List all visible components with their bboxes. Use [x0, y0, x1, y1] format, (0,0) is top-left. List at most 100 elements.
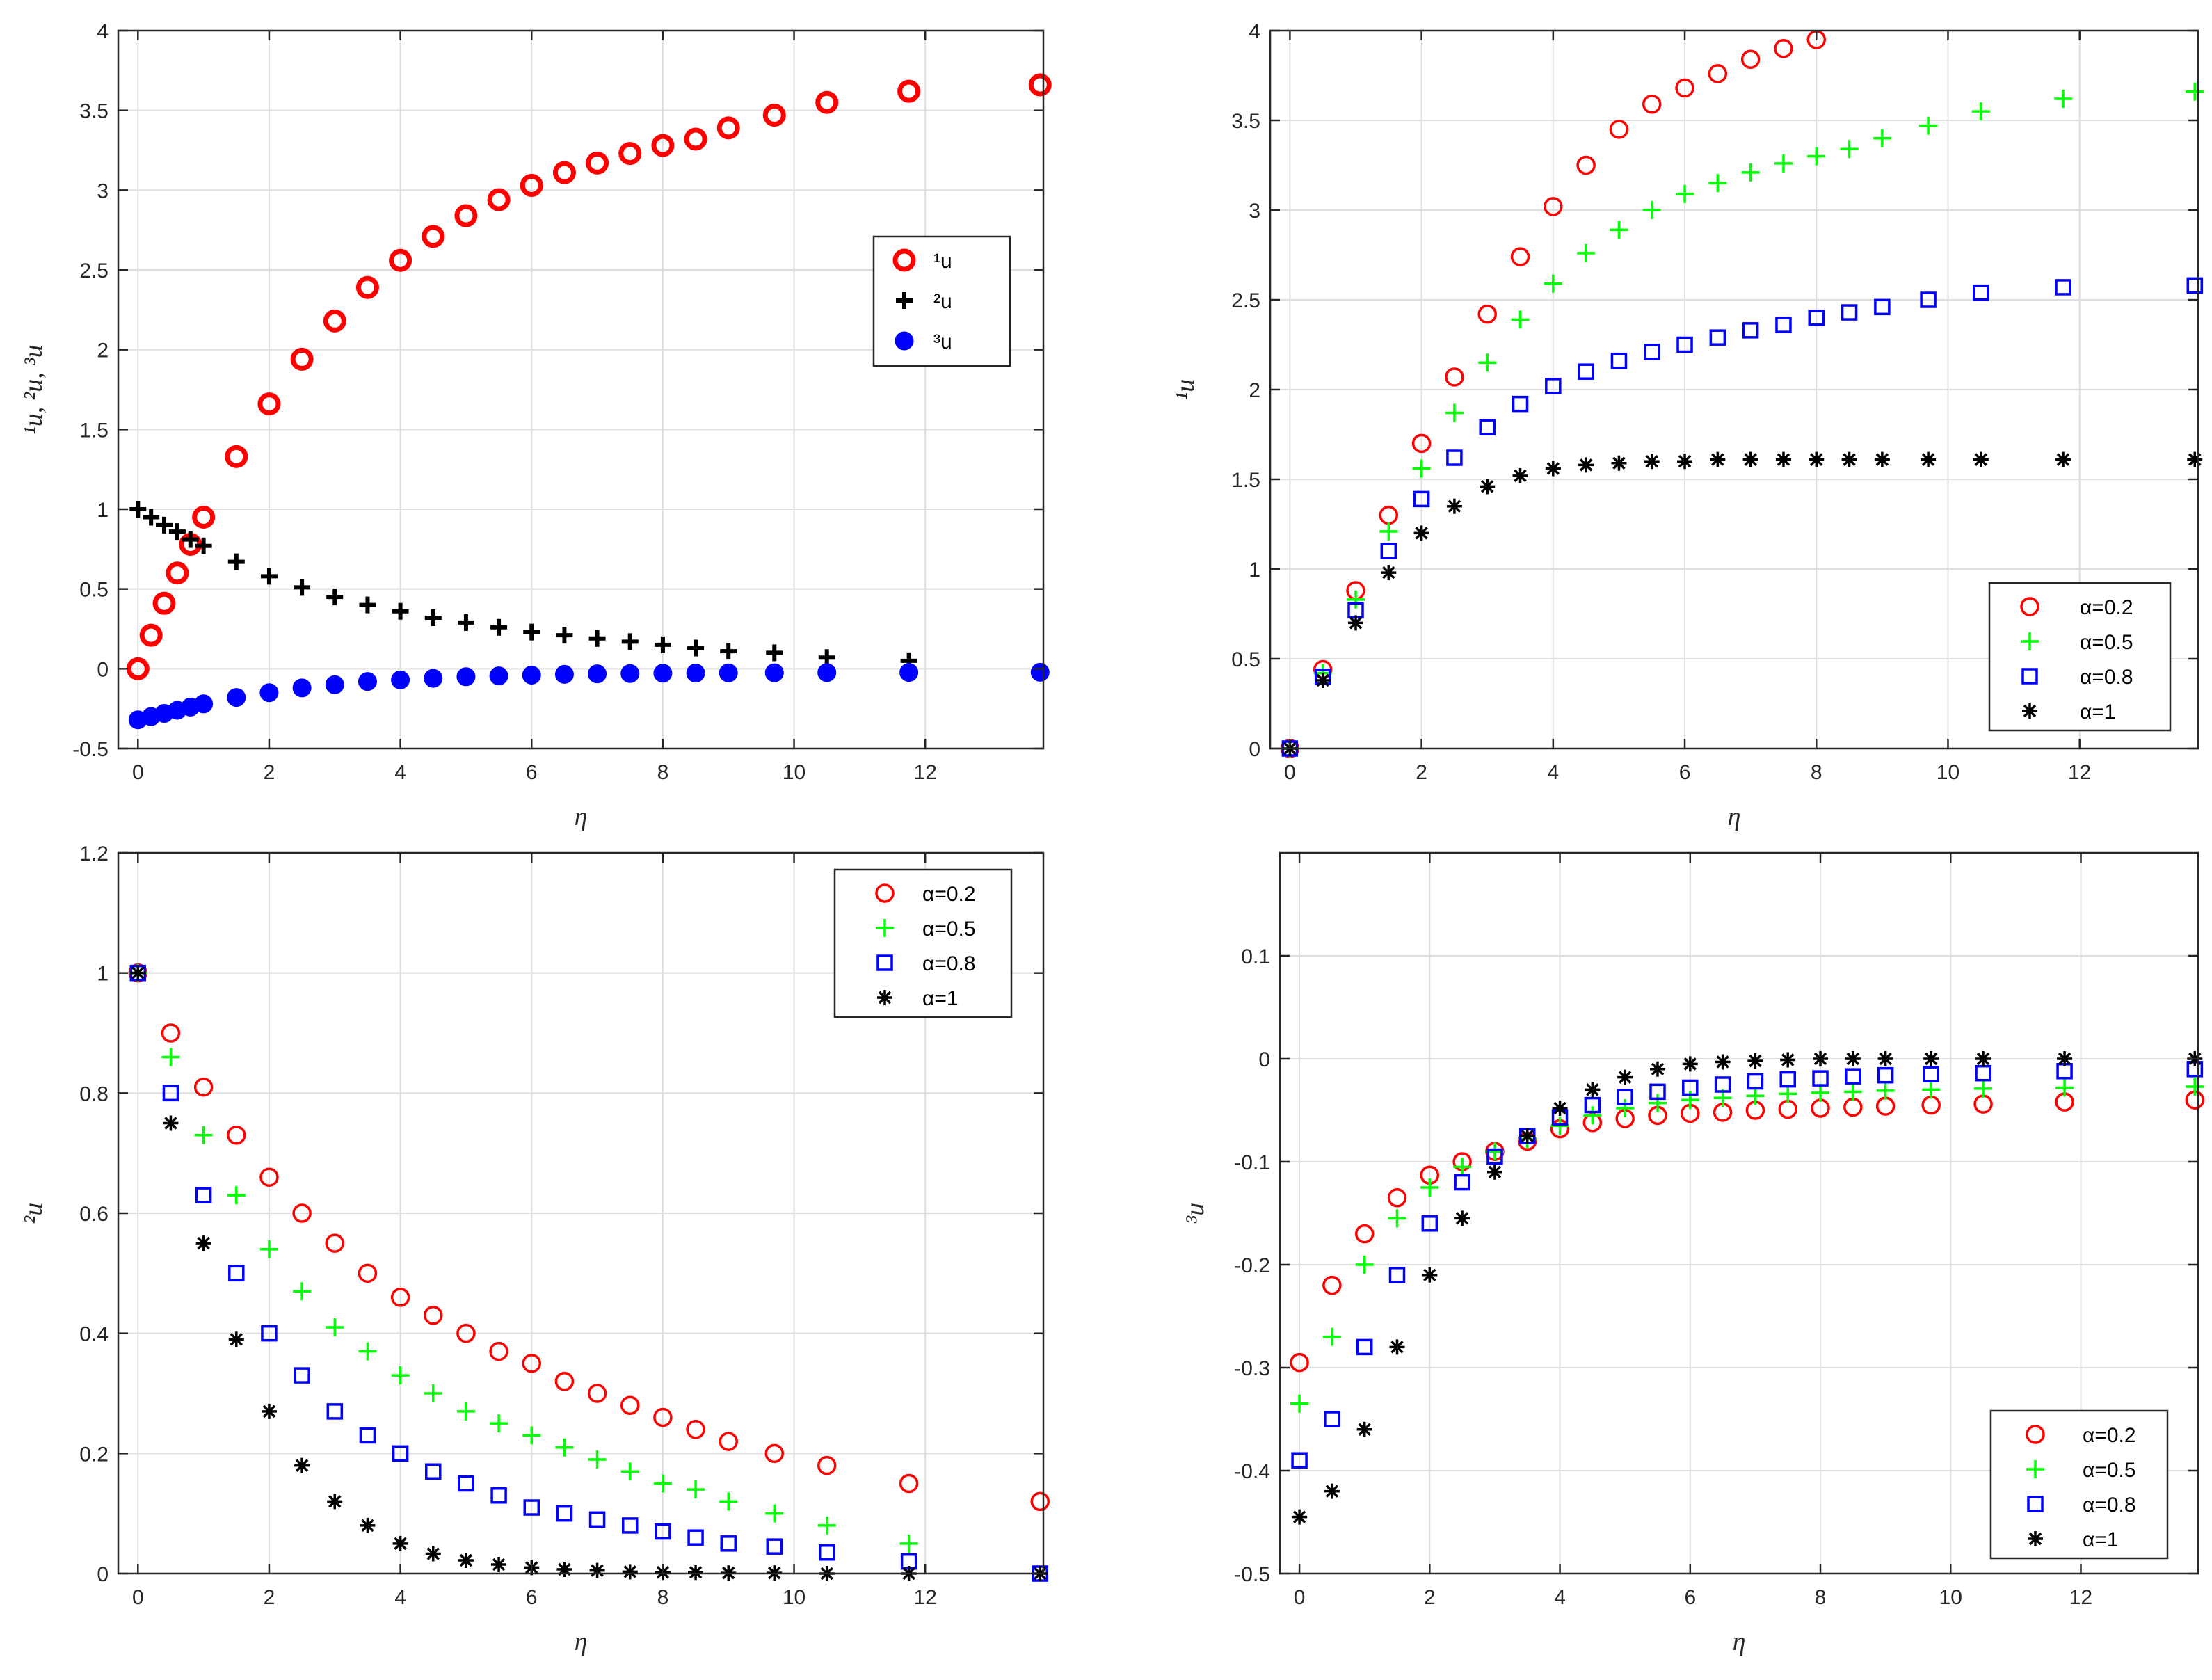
panel-c-series-2-point: [294, 1367, 310, 1384]
panel-d-series-1-point: [1746, 1087, 1765, 1105]
panel-b-series-3-point: [1611, 455, 1627, 471]
panel-b-series-1-point: [1346, 590, 1365, 609]
panel-a-series-1-point: [556, 627, 573, 644]
panel-a-series-2-point: [554, 664, 574, 684]
panel-c-series-1-point: [293, 1282, 312, 1301]
panel-b-series-1-point: [1807, 147, 1826, 166]
panel-a-series-1-point: [720, 643, 737, 660]
panel-a-ytick-label: 0: [97, 658, 109, 681]
panel-a-series-1-point: [687, 639, 705, 657]
panel-b-series-2-point: [2055, 279, 2071, 296]
panel-a-series-1-point: [818, 649, 835, 666]
panel-a-xtick-label: 10: [783, 761, 806, 784]
panel-d-series-1-point: [1420, 1178, 1439, 1197]
panel-a-series-0-point: [762, 104, 786, 127]
panel-d-series-2-point: [1486, 1148, 1503, 1165]
panel-a-series-0-point: [192, 505, 216, 529]
panel-b-xlabel: η: [1728, 802, 1741, 831]
panel-b-series-2-point: [1380, 543, 1397, 559]
panel-b-xtick-label: 10: [1937, 761, 1959, 784]
panel-c-series-2-point: [556, 1505, 573, 1522]
panel-b-series-1-point: [2186, 82, 2204, 101]
panel-c-series-0-point: [522, 1354, 542, 1373]
panel-c-series-0-point: [325, 1233, 345, 1253]
panel-d-series-3-point: [1552, 1101, 1568, 1117]
panel-d-series-3-point: [1877, 1051, 1893, 1066]
panel-a-series-2-point: [522, 666, 541, 685]
panel-c-series-2-point: [162, 1085, 179, 1102]
panel-c-series-3-point: [360, 1517, 376, 1533]
panel-d-series-3-point: [1389, 1339, 1405, 1355]
panel-d-series-1-point: [1388, 1209, 1406, 1228]
panel-d-legend-box: [1989, 1409, 2169, 1560]
panel-c-series-2-point: [490, 1487, 507, 1504]
panel-d-series-1-point: [1876, 1081, 1895, 1100]
panel-b-ytick-label: 3.5: [1231, 110, 1260, 133]
panel-a-series-1-point: [182, 531, 199, 548]
panel-d-series-3-point: [1975, 1051, 1991, 1066]
panel-b-series-3-point: [1775, 451, 1791, 467]
panel-a-ytick-label: 4: [97, 20, 109, 43]
panel-d-ytick-label: -0.4: [1234, 1460, 1270, 1483]
panel-a-series-0-point: [323, 309, 346, 333]
panel-a-series-2-point: [764, 663, 784, 682]
panel-b-series-1-point: [1873, 129, 1891, 147]
panel-b-xtick-label: 6: [1679, 761, 1691, 784]
panel-d-series-3: [1292, 1051, 2203, 1525]
panel-b-series-2-point: [1709, 329, 1726, 346]
panel-b-legend-label: α=0.5: [2080, 631, 2133, 654]
panel-d-series-2-point: [1649, 1083, 1666, 1101]
panel-c-legend-marker: [875, 883, 895, 903]
panel-c-series-1-point: [522, 1426, 541, 1445]
panel-a-plot-area: [118, 31, 1043, 749]
panel-a-series-0-point: [389, 248, 412, 272]
panel-b-series-0-point: [1544, 197, 1563, 216]
panel-a-series-2-point: [292, 678, 312, 698]
panel-d-series-1-point: [1843, 1082, 1862, 1101]
panel-d-xtick-label: 6: [1684, 1586, 1696, 1609]
panel-a-series-0-point: [487, 188, 511, 211]
panel-b-series-1-point: [1544, 274, 1562, 293]
panel-d-ytick-label: -0.3: [1234, 1357, 1270, 1380]
panel-d-series-3-point: [1649, 1061, 1665, 1077]
panel-a-series-0-point: [355, 275, 379, 299]
panel-c-series-0-point: [817, 1455, 837, 1475]
panel-a-series-2-point: [325, 675, 344, 694]
panel-a-series-1-point: [654, 636, 671, 653]
panel-b-series-1-point: [1610, 221, 1628, 239]
panel-a-series-2-point: [588, 664, 607, 684]
panel-b-series-3-point: [1841, 451, 1857, 467]
panel-a-xtick-label: 0: [132, 761, 144, 784]
panel-d-series-3-point: [2057, 1051, 2073, 1066]
panel-b-ytick-label: 2.5: [1231, 289, 1260, 312]
panel-a-series-1-point: [490, 618, 508, 636]
panel-a-series-1-point: [195, 537, 212, 554]
panel-d-xtick-label: 12: [2069, 1586, 2092, 1609]
panel-c-series-2-point: [359, 1427, 376, 1444]
panel-b-series-2-point: [1775, 317, 1792, 333]
panel-a-series-1-point: [156, 516, 173, 534]
panel-a-series-0-point: [166, 561, 189, 585]
panel-c-xtick-label: 4: [394, 1586, 406, 1609]
panel-a-series-2: [128, 662, 1050, 730]
panel-d-series-1-point: [1648, 1094, 1667, 1112]
panel-c-series-2-point: [425, 1463, 442, 1480]
panel-a-series-1-point: [168, 523, 186, 541]
panel-d-series-1-point: [1616, 1099, 1635, 1118]
panel-c-series-1-point: [899, 1534, 918, 1553]
panel-c-ytick-label: 0.8: [79, 1082, 109, 1105]
panel-d-series-2-point: [1747, 1073, 1764, 1090]
panel-c-series-1-point: [194, 1126, 213, 1144]
panel-b-legend-marker: [2021, 668, 2038, 685]
panel-a-ytick-label: 3.5: [79, 100, 109, 123]
panel-c-series-0-point: [719, 1432, 738, 1451]
panel-b-series-3-point: [1480, 479, 1496, 495]
panel-c-series-3-point: [163, 1115, 179, 1131]
panel-d-series-1-point: [1550, 1117, 1569, 1135]
panel-c-series-0-point: [456, 1323, 476, 1343]
panel-c-series-1-point: [490, 1414, 508, 1433]
panel-b-series-1-point: [1511, 310, 1530, 329]
panel-a-series-0-point: [126, 657, 150, 680]
panel-d-series-2-point: [1388, 1267, 1406, 1283]
